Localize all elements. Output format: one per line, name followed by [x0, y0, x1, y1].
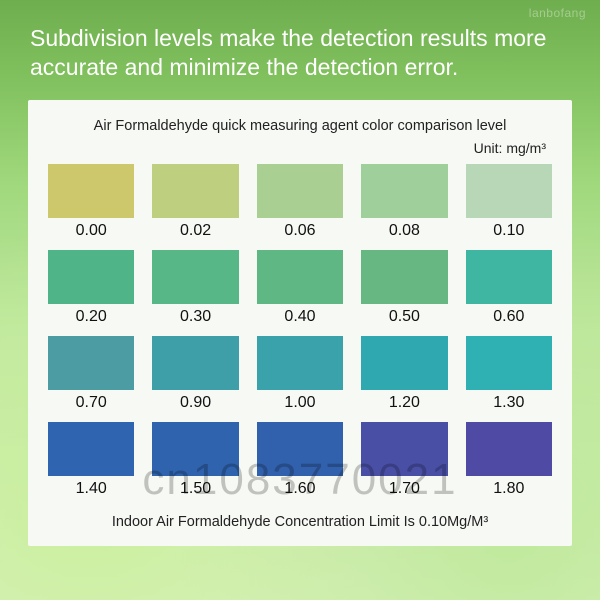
swatch-cell: 0.60	[466, 250, 552, 332]
headline-text: Subdivision levels make the detection re…	[0, 0, 600, 100]
swatch-grid: 0.00 0.02 0.06 0.08 0.10 0.20 0.30 0.40 0.50 0.60…	[48, 164, 552, 504]
swatch-cell: 0.20	[48, 250, 134, 332]
swatch-value: 0.20	[48, 308, 134, 326]
swatch-cell: 0.40	[257, 250, 343, 332]
swatch-cell: 0.50	[361, 250, 447, 332]
swatch-cell: 0.10	[466, 164, 552, 246]
swatch-value: 1.50	[152, 480, 238, 498]
swatch-cell: 1.60	[257, 422, 343, 504]
swatch-value: 0.50	[361, 308, 447, 326]
color-swatch	[466, 250, 552, 304]
color-swatch	[48, 250, 134, 304]
swatch-cell: 0.90	[152, 336, 238, 418]
swatch-value: 0.60	[466, 308, 552, 326]
swatch-value: 0.70	[48, 394, 134, 412]
swatch-value: 1.40	[48, 480, 134, 498]
color-swatch	[361, 336, 447, 390]
swatch-cell: 1.50	[152, 422, 238, 504]
comparison-card: Air Formaldehyde quick measuring agent c…	[28, 100, 572, 546]
swatch-cell: 0.02	[152, 164, 238, 246]
swatch-cell: 1.70	[361, 422, 447, 504]
swatch-value: 1.30	[466, 394, 552, 412]
color-swatch	[466, 336, 552, 390]
color-swatch	[361, 422, 447, 476]
card-footnote: Indoor Air Formaldehyde Concentration Li…	[48, 514, 552, 530]
swatch-value: 0.90	[152, 394, 238, 412]
swatch-cell: 1.00	[257, 336, 343, 418]
swatch-cell: 1.40	[48, 422, 134, 504]
color-swatch	[152, 422, 238, 476]
swatch-value: 0.02	[152, 222, 238, 240]
swatch-value: 0.08	[361, 222, 447, 240]
color-swatch	[257, 250, 343, 304]
swatch-value: 1.20	[361, 394, 447, 412]
card-title: Air Formaldehyde quick measuring agent c…	[48, 118, 552, 134]
swatch-value: 0.10	[466, 222, 552, 240]
swatch-cell: 0.70	[48, 336, 134, 418]
swatch-cell: 1.30	[466, 336, 552, 418]
swatch-value: 1.70	[361, 480, 447, 498]
color-swatch	[466, 422, 552, 476]
swatch-value: 0.00	[48, 222, 134, 240]
swatch-value: 0.40	[257, 308, 343, 326]
unit-label: Unit: mg/m³	[48, 140, 552, 156]
swatch-value: 0.30	[152, 308, 238, 326]
swatch-cell: 0.00	[48, 164, 134, 246]
color-swatch	[257, 164, 343, 218]
color-swatch	[466, 164, 552, 218]
swatch-value: 1.80	[466, 480, 552, 498]
swatch-cell: 0.30	[152, 250, 238, 332]
color-swatch	[257, 422, 343, 476]
swatch-value: 1.00	[257, 394, 343, 412]
swatch-value: 1.60	[257, 480, 343, 498]
color-swatch	[48, 164, 134, 218]
color-swatch	[152, 250, 238, 304]
swatch-value: 0.06	[257, 222, 343, 240]
color-swatch	[48, 422, 134, 476]
color-swatch	[361, 250, 447, 304]
swatch-cell: 1.20	[361, 336, 447, 418]
swatch-cell: 0.08	[361, 164, 447, 246]
color-swatch	[48, 336, 134, 390]
swatch-cell: 0.06	[257, 164, 343, 246]
color-swatch	[152, 336, 238, 390]
color-swatch	[257, 336, 343, 390]
color-swatch	[152, 164, 238, 218]
swatch-cell: 1.80	[466, 422, 552, 504]
color-swatch	[361, 164, 447, 218]
